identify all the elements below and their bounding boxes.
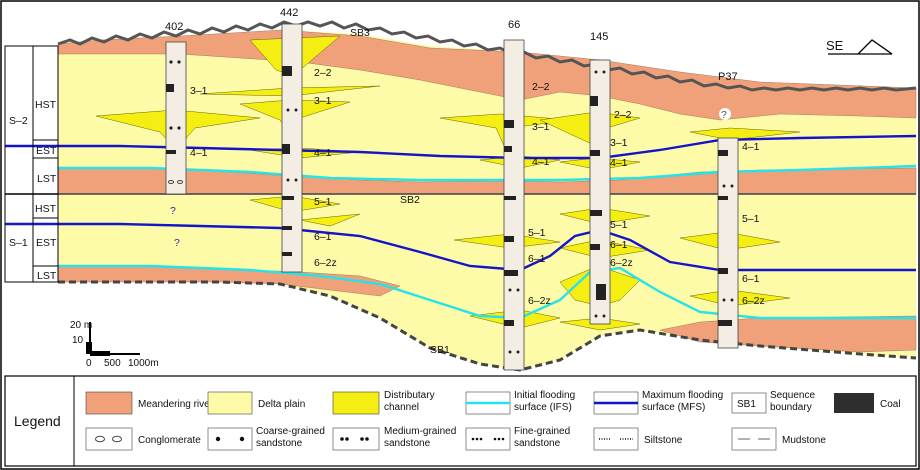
scale-horizontal-end: 1000m xyxy=(128,358,159,369)
sb3-label: SB3 xyxy=(350,27,370,39)
well-column-402 xyxy=(165,41,187,195)
well-name-402: 402 xyxy=(165,21,183,33)
unit-label: 4–1 xyxy=(190,147,208,159)
legend-label: Delta plain xyxy=(258,399,305,410)
unit-label: 6–1 xyxy=(528,253,546,265)
legend-title: Legend xyxy=(14,413,61,429)
unknown-mark: ? xyxy=(721,109,727,121)
unknown-markers: ? ? ? xyxy=(170,108,731,249)
legend-label-wrap: Medium-grained sandstone xyxy=(384,426,457,449)
unit-label: 5–1 xyxy=(742,213,760,225)
legend-label-wrap: Distributary channel xyxy=(384,390,435,413)
top-erosion-surface xyxy=(57,20,917,92)
well-column-442 xyxy=(281,23,303,273)
unit-label: 6–1 xyxy=(742,273,760,285)
channel-lens xyxy=(689,127,801,141)
legend-label: Distributary channel xyxy=(384,390,435,413)
fine-sandstone-symbol xyxy=(465,427,511,451)
unknown-mark: ? xyxy=(170,205,176,217)
unit-label: 3–1 xyxy=(314,95,332,107)
meandering-river-swatch xyxy=(85,391,133,415)
legend-label: Medium-grained sandstone xyxy=(384,426,457,449)
scale-vertical-top: 20 m xyxy=(70,320,92,331)
compass-label: SE xyxy=(826,38,844,53)
unknown-mark: ? xyxy=(174,237,180,249)
legend-label: Coarse-grained sandstone xyxy=(256,426,325,449)
unit-label: 6–2z xyxy=(742,295,765,307)
unit-label: 6–2z xyxy=(528,295,551,307)
mudstone-symbol xyxy=(731,427,777,451)
coarse-sandstone-symbol xyxy=(207,427,253,451)
legend-label-wrap: Initial flooding surface (IFS) xyxy=(514,390,576,413)
sequence-label-s1: S–1 xyxy=(9,237,28,249)
unit-label: 2–2 xyxy=(614,109,632,121)
legend-label-wrap: Maximum flooding surface (MFS) xyxy=(642,390,724,413)
unit-label: 3–1 xyxy=(190,85,208,97)
unit-label: 2–2 xyxy=(314,67,332,79)
scale-vertical-mid: 10 xyxy=(72,335,84,346)
sequence-column xyxy=(4,45,59,283)
well-column-66 xyxy=(503,39,525,371)
unit-label: 4–1 xyxy=(742,141,760,153)
unit-label: 4–1 xyxy=(532,156,550,168)
sequence-boundary-symbol: SB1 xyxy=(737,399,756,410)
legend-label: Mudstone xyxy=(782,435,826,446)
systems-tract-label: EST xyxy=(36,145,57,157)
unit-label: 6–1 xyxy=(314,231,332,243)
systems-tract-label: EST xyxy=(36,237,57,249)
distributary-channel-swatch xyxy=(332,391,380,415)
legend-label: Conglomerate xyxy=(138,435,201,446)
legend-label: Coal xyxy=(880,399,901,410)
unit-label: 6–1 xyxy=(610,239,628,251)
compass-indicator: SE xyxy=(826,38,893,55)
sb2-label: SB2 xyxy=(400,194,420,206)
legend-label: Initial flooding surface (IFS) xyxy=(514,390,576,413)
scale-horizontal-mid: 500 xyxy=(104,358,121,369)
sequence-label-s2: S–2 xyxy=(9,115,28,127)
legend-label-wrap: Coarse-grained sandstone xyxy=(256,426,325,449)
unit-label: 5–1 xyxy=(610,219,628,231)
well-name-145: 145 xyxy=(590,31,608,43)
legend-label: Siltstone xyxy=(644,435,683,446)
unit-label: 3–1 xyxy=(532,121,550,133)
sb1-label: SB1 xyxy=(430,344,450,356)
legend-label: Sequence boundary xyxy=(770,390,816,413)
legend-label: Meandering river xyxy=(138,399,214,410)
systems-tract-label: LST xyxy=(37,173,57,185)
mfs-line-s1 xyxy=(5,222,916,272)
well-name-442: 442 xyxy=(280,7,298,19)
well-column-P37 xyxy=(717,137,739,349)
systems-tract-label: LST xyxy=(37,270,57,282)
unit-label: 6–2z xyxy=(610,257,633,269)
delta-plain-swatch xyxy=(207,391,253,415)
ifs-line-s2 xyxy=(58,164,917,182)
unit-label: 2–2 xyxy=(532,81,550,93)
scale-vertical-zero: 0 xyxy=(86,358,92,369)
unit-label: 4–1 xyxy=(610,157,628,169)
unit-label: 5–1 xyxy=(314,196,332,208)
sequence-boundary-swatch xyxy=(731,392,767,414)
unit-label: 3–1 xyxy=(610,137,628,149)
channel-lens xyxy=(689,289,791,307)
legend: Legend Meandering river Delta plain Dist… xyxy=(4,375,917,467)
unit-label: 5–1 xyxy=(528,227,546,239)
legend-label-wrap: Fine-grained sandstone xyxy=(514,426,571,449)
unit-label: 6–2z xyxy=(314,257,337,269)
well-name-P37: P37 xyxy=(718,71,738,83)
unit-label: 4–1 xyxy=(314,147,332,159)
systems-tract-label: HST xyxy=(35,99,57,111)
legend-label: Fine-grained sandstone xyxy=(514,426,571,449)
well-name-66: 66 xyxy=(508,19,520,31)
conglomerate-symbol xyxy=(85,427,133,451)
legend-label: Maximum flooding surface (MFS) xyxy=(642,390,724,413)
siltstone-symbol xyxy=(593,427,639,451)
legend-label-wrap: Sequence boundary xyxy=(770,390,816,413)
channel-lens xyxy=(299,213,361,227)
systems-tract-label: HST xyxy=(35,203,57,215)
medium-sandstone-symbol xyxy=(332,427,380,451)
coal-swatch xyxy=(834,393,874,413)
scale-bar: 20 m 10 0 500 1000m xyxy=(70,320,159,369)
well-column-145 xyxy=(589,59,611,325)
